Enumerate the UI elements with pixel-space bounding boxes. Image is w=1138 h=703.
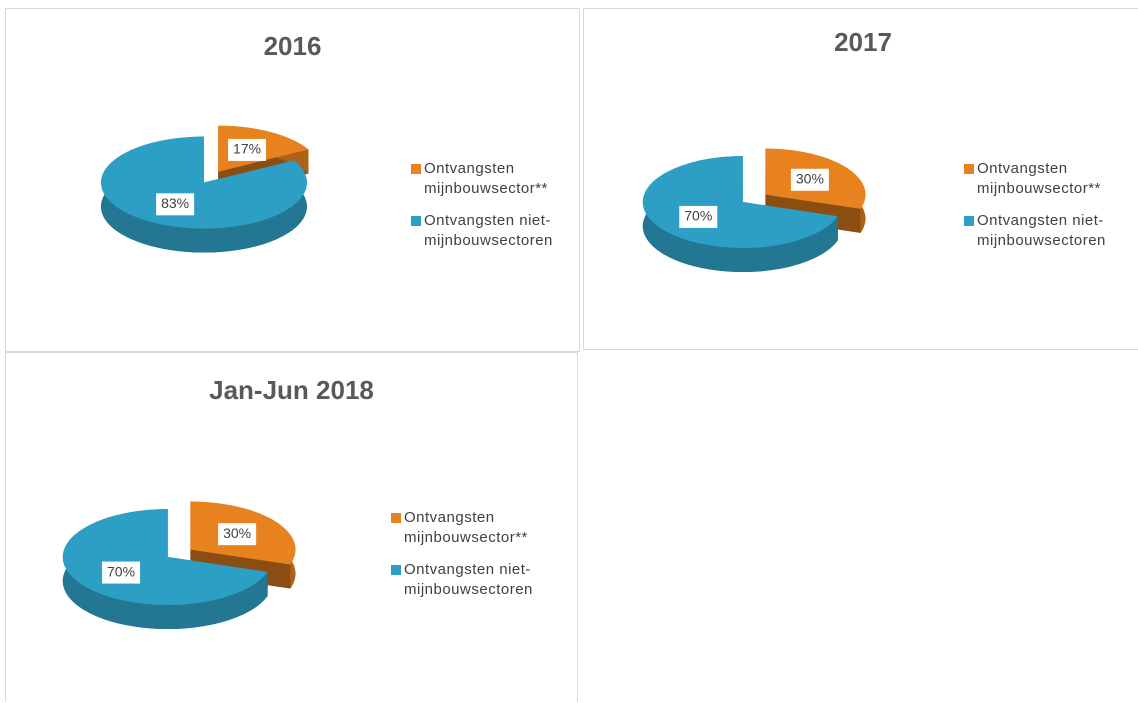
legend-label: Ontvangsten niet-mijnbouwsectoren (424, 212, 553, 249)
legend-label: Ontvangsten niet-mijnbouwsectoren (404, 561, 533, 598)
label-box (156, 193, 195, 216)
label-box (218, 523, 257, 546)
legend-swatch (391, 565, 401, 575)
data-label: 83% (161, 195, 189, 211)
pie-plot: 17% 83% (100, 125, 309, 253)
data-label: 70% (684, 208, 712, 224)
pie-plot: 30% 70% (62, 501, 296, 630)
legend-item: Ontvangsten mijnbouwsector** (411, 159, 571, 199)
legend: Ontvangsten mijnbouwsector** Ontvangsten … (391, 508, 551, 612)
legend-swatch (411, 216, 421, 226)
legend-label: Ontvangsten niet-mijnbouwsectoren (977, 212, 1106, 249)
label-box (679, 205, 718, 228)
legend-label: Ontvangsten mijnbouwsector** (404, 509, 528, 546)
label-box (102, 561, 141, 584)
chart-title: 2017 (834, 27, 892, 57)
slice (100, 136, 307, 229)
legend-label: Ontvangsten mijnbouwsector** (977, 160, 1101, 197)
legend-item: Ontvangsten niet-mijnbouwsectoren (411, 211, 571, 251)
legend-item: Ontvangsten mijnbouwsector** (964, 159, 1124, 199)
chart-panel: Jan-Jun 2018 30% 70% Ontvangsten mijnbouwse… (5, 352, 578, 702)
label-box (790, 168, 829, 191)
chart-panel: 2016 17% 83% Ontvangsten mijnbouwsector** On… (5, 8, 580, 352)
chart-panel: 2017 30% 70% Ontvangsten mijnbouwsector** On… (583, 8, 1138, 350)
legend-swatch (411, 164, 421, 174)
chart-title: 2016 (263, 31, 322, 61)
data-label: 30% (223, 525, 251, 541)
data-label: 70% (107, 563, 135, 579)
legend-item: Ontvangsten mijnbouwsector** (391, 508, 551, 548)
data-label: 17% (233, 141, 261, 157)
data-label: 30% (796, 170, 824, 186)
pie-plot: 30% 70% (642, 148, 866, 273)
legend: Ontvangsten mijnbouwsector** Ontvangsten … (411, 159, 571, 263)
chart-title: Jan-Jun 2018 (209, 375, 374, 405)
legend-item: Ontvangsten niet-mijnbouwsectoren (391, 560, 551, 600)
legend-item: Ontvangsten niet-mijnbouwsectoren (964, 211, 1124, 251)
legend: Ontvangsten mijnbouwsector** Ontvangsten … (964, 159, 1124, 263)
legend-label: Ontvangsten mijnbouwsector** (424, 160, 548, 197)
label-box (228, 138, 267, 161)
legend-swatch (964, 216, 974, 226)
legend-swatch (391, 513, 401, 523)
legend-swatch (964, 164, 974, 174)
